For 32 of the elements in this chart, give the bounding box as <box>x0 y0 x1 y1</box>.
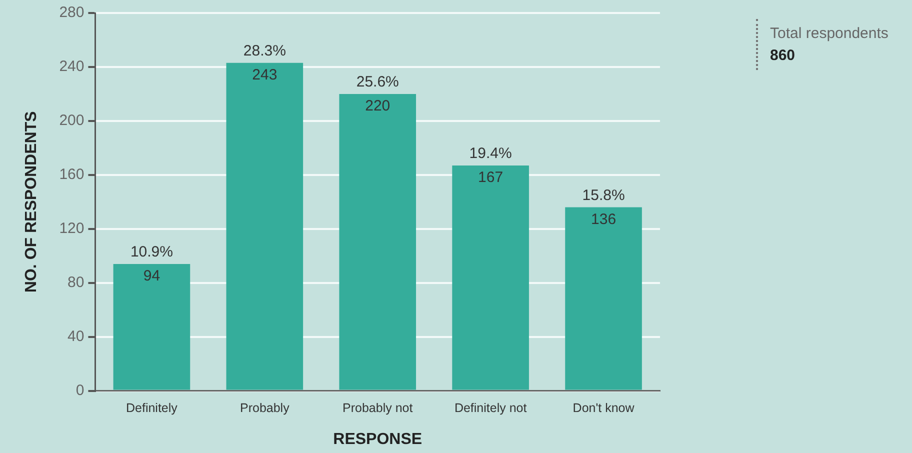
data-label: 220 <box>365 98 390 115</box>
data-label: 136 <box>591 210 616 228</box>
annotation: 15.8% <box>582 186 625 204</box>
bar <box>339 94 416 390</box>
x-axis-title: RESPONSE <box>333 430 422 448</box>
y-tick-label: 80 <box>68 274 84 291</box>
y-tick-label: 40 <box>68 328 84 345</box>
y-axis-title: NO. OF RESPONDENTS <box>23 110 40 293</box>
annotation: 28.3% <box>243 42 286 60</box>
bar <box>565 207 642 390</box>
x-tick-label: Definitely <box>126 400 178 415</box>
y-tick-label: 280 <box>59 4 84 22</box>
y-tick-label: 200 <box>59 112 84 130</box>
x-tick-label: Don't know <box>572 400 636 415</box>
text: Total respondents <box>770 24 888 44</box>
data-label: 243 <box>252 66 278 84</box>
y-tick-label: 0 <box>76 382 84 399</box>
text: 860 <box>770 46 796 66</box>
bar <box>113 264 190 390</box>
y-tick-label: 240 <box>59 58 84 76</box>
data-label: 167 <box>478 169 504 186</box>
bar <box>452 165 529 390</box>
annotation: 10.9% <box>130 244 173 261</box>
annotation: 25.6% <box>356 74 399 91</box>
y-tick-label: 120 <box>59 220 84 238</box>
x-tick-label: Probably not <box>342 400 414 415</box>
data-label: 94 <box>143 268 160 285</box>
bar <box>226 62 304 390</box>
x-tick-label: Definitely not <box>454 400 528 415</box>
x-tick-label: Probably <box>240 400 290 415</box>
annotation: 19.4% <box>469 145 512 162</box>
y-tick-label: 160 <box>59 166 84 184</box>
